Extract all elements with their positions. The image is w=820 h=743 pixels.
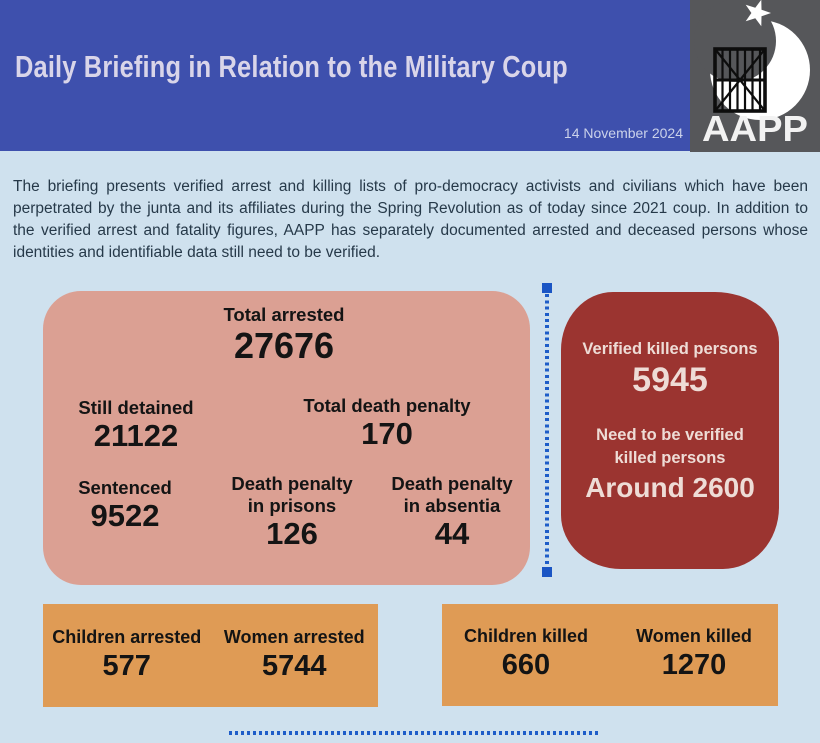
stat-women-killed-label: Women killed [636,626,752,647]
stat-children-arrested-label: Children arrested [52,626,202,647]
stat-still-detained: Still detained 21122 [78,397,193,454]
stat-children-killed-label: Children killed [463,626,589,647]
stat-verified-killed-label: Verified killed persons [582,340,758,358]
stat-death-penalty-absentia-label-line1: Death penalty [391,473,513,494]
stat-need-verified-killed: Need to be verified killed persons Aroun… [585,424,755,504]
stat-women-arrested-value: 5744 [261,649,327,682]
stat-need-verified-label-line2: killed persons [614,448,726,467]
stat-women-arrested: Women arrested 5744 [211,604,379,707]
stat-need-verified-label-line1: Need to be verified [596,425,744,444]
stat-death-penalty-prisons-label-line1: Death penalty [231,473,353,494]
stat-total-arrested-label: Total arrested [223,304,345,325]
stat-women-killed: Women killed 1270 [610,604,778,706]
stat-total-death-penalty-label: Total death penalty [303,395,471,416]
stat-death-penalty-absentia: Death penalty in absentia 44 [391,473,512,552]
killed-stats-panel: Verified killed persons 5945 Need to be … [561,292,779,569]
divider-end-square-top [542,283,552,293]
vertical-dotted-divider [545,288,549,571]
stat-verified-killed-value: 5945 [632,360,708,399]
stat-total-death-penalty-value: 170 [361,416,413,452]
header-band: Daily Briefing in Relation to the Milita… [0,0,820,151]
aapp-logo-graphic: AAPP [690,0,820,152]
stat-total-death-penalty: Total death penalty 170 [303,395,470,452]
stat-death-penalty-absentia-label-line2: in absentia [403,495,501,517]
stat-need-verified-value: Around 2600 [585,472,755,504]
killed-demographics-panel: Children killed 660 Women killed 1270 [442,604,778,706]
arrested-demographics-panel: Children arrested 577 Women arrested 574… [43,604,378,707]
intro-paragraph: The briefing presents verified arrest an… [13,178,808,261]
arrested-stats-panel: Total arrested 27676 Still detained 2112… [43,291,530,585]
stat-children-killed-value: 660 [501,649,551,682]
stat-children-arrested-value: 577 [102,649,151,682]
logo-text: AAPP [702,108,808,149]
stat-sentenced: Sentenced 9522 [78,477,172,534]
stat-death-penalty-prisons-label-line2: in prisons [247,495,337,517]
stat-women-arrested-label: Women arrested [223,626,365,647]
stat-sentenced-label: Sentenced [78,477,172,498]
stat-total-arrested: Total arrested 27676 [224,304,345,367]
aapp-logo: AAPP [690,0,820,152]
stat-death-penalty-prisons-value: 126 [266,516,318,552]
star-icon [745,0,771,27]
stat-total-arrested-value: 27676 [233,325,335,367]
prison-gate-icon [713,47,767,113]
page-title: Daily Briefing in Relation to the Milita… [15,49,568,84]
stat-women-killed-value: 1270 [661,649,727,682]
header-date: 14 November 2024 [563,125,683,141]
stat-children-arrested: Children arrested 577 [43,604,211,707]
stat-death-penalty-absentia-value: 44 [434,516,470,552]
stat-sentenced-value: 9522 [90,498,160,534]
stat-still-detained-value: 21122 [93,418,179,454]
stat-children-killed: Children killed 660 [442,604,610,706]
stat-death-penalty-prisons: Death penalty in prisons 126 [231,473,352,552]
divider-end-square-bottom [542,567,552,577]
bottom-dotted-divider [229,731,598,735]
stat-still-detained-label: Still detained [78,397,194,418]
